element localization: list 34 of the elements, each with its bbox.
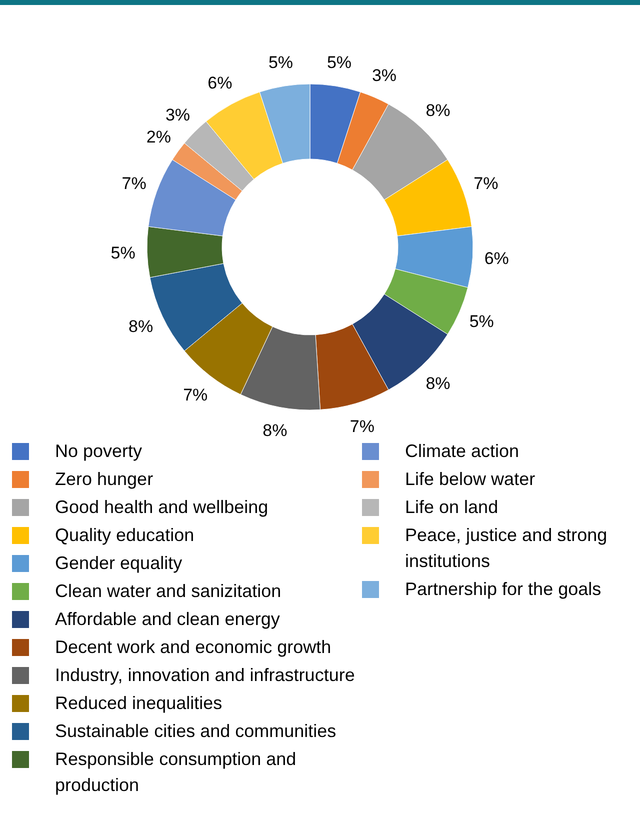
legend-label: Responsible consumption and production — [55, 748, 298, 797]
legend-label: Quality education — [55, 524, 194, 547]
legend-label: Good health and wellbeing — [55, 496, 268, 519]
data-label: 5% — [268, 52, 294, 72]
legend-label: Zero hunger — [55, 468, 154, 491]
legend-label: No poverty — [55, 440, 142, 463]
legend-label: Life on land — [405, 496, 498, 519]
data-label: 3% — [372, 66, 397, 85]
legend-label: Decent work and economic growth — [55, 636, 332, 659]
legend-label: Partnership for the goals — [405, 578, 602, 601]
legend-label: Peace, justice and strong institutions — [405, 524, 608, 573]
legend-label: Life below water — [405, 468, 536, 491]
legend-label: Climate action — [405, 440, 520, 463]
legend-label: Reduced inequalities — [55, 692, 222, 715]
data-label: 3% — [165, 105, 190, 124]
data-label: 6% — [208, 74, 232, 93]
data-label: 5% — [110, 243, 136, 262]
legend-label: Gender equality — [55, 552, 182, 575]
data-label: 7% — [350, 417, 374, 436]
legend-label: Industry, innovation and infrastructure — [55, 664, 355, 687]
legend-label: Sustainable cities and communities — [55, 720, 336, 743]
data-label: 2% — [146, 128, 172, 147]
data-label: 5% — [469, 312, 494, 331]
data-label: 7% — [183, 385, 208, 404]
data-label: 8% — [262, 421, 288, 440]
data-label: 8% — [426, 101, 450, 120]
legend-label: Affordable and clean energy — [55, 608, 280, 631]
data-label: 5% — [326, 52, 352, 72]
data-label: 8% — [426, 374, 450, 393]
data-label: 7% — [474, 174, 498, 194]
data-label: 6% — [484, 249, 509, 268]
data-label: 8% — [128, 317, 154, 336]
data-label: 7% — [122, 174, 146, 194]
legend-label: Clean water and sanizitation — [55, 580, 282, 603]
